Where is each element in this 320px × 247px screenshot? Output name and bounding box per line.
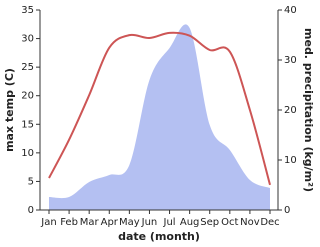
y-axis-title: max temp (C) [3,68,16,152]
y-tick-label: 20 [21,91,34,102]
y-tick-label: 35 [21,5,34,16]
y2-tick-label: 30 [284,55,297,66]
x-tick-label: Feb [60,217,78,228]
x-tick-label: May [119,217,140,228]
y-tick-label: 25 [21,62,34,73]
x-tick-label: Dec [260,217,279,228]
x-tick-label: Nov [240,217,260,228]
y2-axis-title: med. precipitation (kg/m²) [302,28,315,192]
y-tick-label: 15 [21,119,34,130]
y-tick-label: 5 [28,176,34,187]
temp-line [48,31,271,186]
y-tick-label: 0 [28,205,34,216]
y2-tick-label: 10 [284,155,297,166]
y-tick-label: 10 [21,148,34,159]
x-tick-label: Jul [163,217,176,228]
x-tick-label: Jan [40,217,56,228]
x-tick-label: Aug [180,217,200,228]
y2-tick-label: 0 [284,205,290,216]
x-tick-label: Jun [141,217,158,228]
y-tick-label: 30 [21,34,34,45]
y2-tick-label: 20 [284,105,297,116]
x-tick-label: Oct [221,217,238,228]
x-tick-label: Sep [200,217,219,228]
x-tick-label: Apr [101,217,119,228]
x-tick-label: Mar [80,217,100,228]
precipitation-area [49,24,270,210]
y2-tick-label: 40 [284,5,297,16]
x-axis-title: date (month) [118,230,200,243]
